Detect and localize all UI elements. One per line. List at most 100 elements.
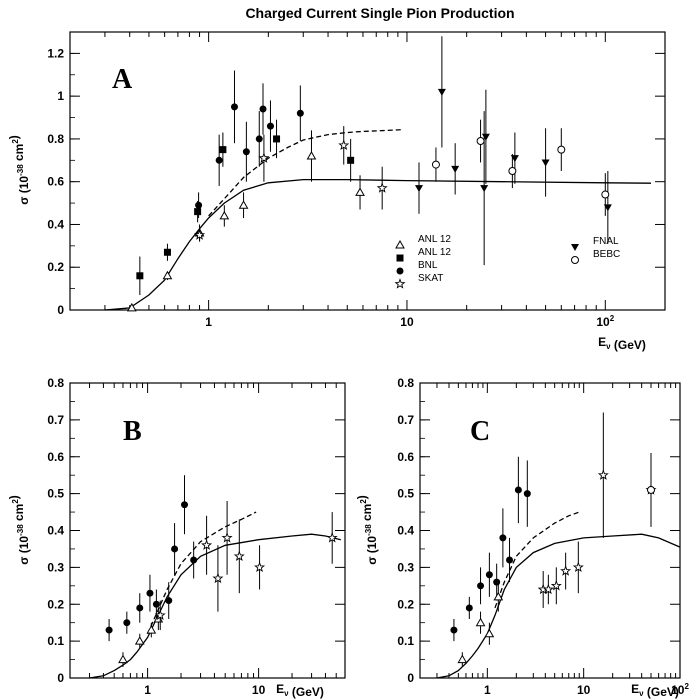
panel-a-point-circle-filled xyxy=(230,103,238,111)
panel-c-letter: C xyxy=(470,416,490,447)
panel-c-point-star-open xyxy=(597,469,609,480)
panel-b-ytick-label: 0.4 xyxy=(47,524,64,538)
panel-c-ytick-label: 0.8 xyxy=(397,376,414,390)
panel-c-frame xyxy=(419,382,681,679)
panel-b-ytick-label: 0.2 xyxy=(47,597,64,611)
panel-b-ytick-label: 0.3 xyxy=(47,560,64,574)
panel-b-point-triangle-open xyxy=(134,636,145,645)
panel-c-xtick-label: 10 xyxy=(577,683,591,697)
panel-a-point-circle-filled xyxy=(215,156,223,164)
panel-b-point-star-open xyxy=(201,539,213,550)
panel-b-ytick-label: 0 xyxy=(57,671,64,685)
panel-b-point-star-open xyxy=(221,532,233,543)
panel-b-point-star-open xyxy=(212,572,224,584)
panel-c-ytick-label: 0.3 xyxy=(397,560,414,574)
panel-c-point-star-open xyxy=(550,580,562,591)
panel-a-point-triangle-open xyxy=(238,200,249,209)
panel-a-point-triangle-down-filled xyxy=(481,133,490,141)
panel-a-ytick-label: 0.4 xyxy=(47,217,64,231)
panel-a-point-circle-open xyxy=(601,190,610,199)
panel-c-xtick-label: 1 xyxy=(484,683,491,697)
legend-marker-star-open xyxy=(394,278,406,289)
panel-b-solid-curve xyxy=(89,533,341,679)
panel-a-point-square-filled xyxy=(136,272,144,280)
panel-c-yaxis-label: σ (10-38 cm2) xyxy=(355,495,379,565)
panel-a-point-circle-open xyxy=(431,160,440,169)
panel-a-point-star-open xyxy=(376,182,388,193)
panel-a-yaxis-label: σ (10-38 cm2) xyxy=(7,135,31,205)
panel-b-point-triangle-open xyxy=(146,625,157,634)
panel-a-ytick-label: 0 xyxy=(57,303,64,317)
panel-c-point-triangle-open xyxy=(484,628,495,638)
panel-c-xaxis-label: Eν (GeV) xyxy=(631,682,679,699)
panel-a-point-triangle-open xyxy=(355,187,365,196)
panel-a-chart: 0 0.2 0.4 0.6 0.8 1 1.2 1 10 102 Eν (GeV) σ (10-38 … xyxy=(7,31,666,352)
panel-b-xaxis-label: Eν (GeV) xyxy=(276,682,324,699)
panel-b-ytick-label: 0.6 xyxy=(47,450,64,464)
panel-b-point-triangle-open xyxy=(118,654,128,664)
panel-b-point-star-open xyxy=(233,550,245,561)
panel-b-point-circle-filled xyxy=(152,600,160,608)
panel-a-point-star-open xyxy=(258,152,270,163)
panel-c-ytick-label: 0 xyxy=(407,671,414,685)
panel-b-point-circle-filled xyxy=(105,626,113,634)
panel-a-point-square-filled xyxy=(163,248,171,256)
panel-c-xtick-label: 102 xyxy=(671,682,689,697)
panel-c-dashed-curve xyxy=(494,511,580,609)
panel-b-xtick-label: 1 xyxy=(144,683,151,697)
legend-marker-circle-open xyxy=(571,256,579,264)
panel-a-solid-curve xyxy=(104,178,652,311)
panel-a-letter: A xyxy=(112,64,133,95)
panel-c-ytick-label: 0.5 xyxy=(397,487,414,501)
panel-a-ytick-label: 0.8 xyxy=(47,132,64,146)
panel-a-point-triangle-open xyxy=(162,270,173,280)
legend-label: ANL 12 xyxy=(418,247,451,258)
panel-c-point-circle-open xyxy=(647,485,656,494)
panel-a-point-circle-filled xyxy=(242,148,250,156)
panel-a-xaxis-label: Eν (GeV) xyxy=(598,335,646,352)
panel-c-point-circle-filled xyxy=(523,490,531,498)
panel-a-point-star-open xyxy=(194,229,206,240)
legend-marker-triangle-down-filled xyxy=(571,244,579,251)
panel-a-point-square-filled xyxy=(219,146,227,154)
panel-a-point-triangle-down-filled xyxy=(541,159,550,167)
panel-c-ytick-label: 0.1 xyxy=(397,634,414,648)
panel-a-ytick-label: 1.2 xyxy=(47,46,64,60)
panel-c-point-star-open xyxy=(560,565,572,576)
panel-a-point-square-filled xyxy=(194,208,202,216)
panel-b-xtick-label: 10 xyxy=(252,683,266,697)
panel-c-point-triangle-open xyxy=(493,591,504,601)
panel-b-point-circle-filled xyxy=(123,619,131,627)
panel-a-point-square-filled xyxy=(273,135,281,143)
panel-b-chart: 0 0.1 0.2 0.3 0.4 0.5 0.6 0.7 0.8 1 10 Eν (GeV) σ (1… xyxy=(7,376,346,699)
panel-a-point-circle-open xyxy=(508,167,517,175)
panel-a-ytick-label: 0.6 xyxy=(47,175,64,189)
panel-a-ytick-label: 1 xyxy=(57,89,64,103)
panel-a-dashed-curve xyxy=(208,129,403,217)
panel-c-point-circle-filled xyxy=(450,626,458,634)
panel-b-point-circle-filled xyxy=(146,589,154,597)
panel-b-dashed-curve xyxy=(147,511,257,635)
panel-a-frame xyxy=(69,31,666,311)
panel-b-point-circle-filled xyxy=(190,556,198,564)
legend-label: ANL 12 xyxy=(418,234,451,245)
panel-a-point-triangle-open xyxy=(126,302,137,312)
legend-label: SKAT xyxy=(418,273,443,284)
panel-b-point-circle-filled xyxy=(181,501,189,509)
panel-b-point-circle-filled xyxy=(171,545,179,553)
panel-a-ytick-label: 0.2 xyxy=(47,260,64,274)
panel-b-point-circle-filled xyxy=(165,597,173,605)
panel-c-ytick-label: 0.7 xyxy=(397,413,414,427)
panel-c-point-circle-filled xyxy=(485,571,493,579)
legend-label: BEBC xyxy=(593,249,620,260)
panel-c-point-circle-filled xyxy=(506,556,514,564)
panel-a-point-circle-filled xyxy=(296,109,304,117)
panel-a-point-star-open xyxy=(338,139,350,151)
panel-a-point-circle-filled xyxy=(259,105,267,113)
figure-title: Charged Current Single Pion Production xyxy=(245,5,514,21)
legend-marker-triangle-open xyxy=(395,239,405,249)
legend-label: BNL xyxy=(418,260,438,271)
panel-b-ytick-label: 0.5 xyxy=(47,487,64,501)
panel-a-point-triangle-down-filled xyxy=(415,185,424,193)
